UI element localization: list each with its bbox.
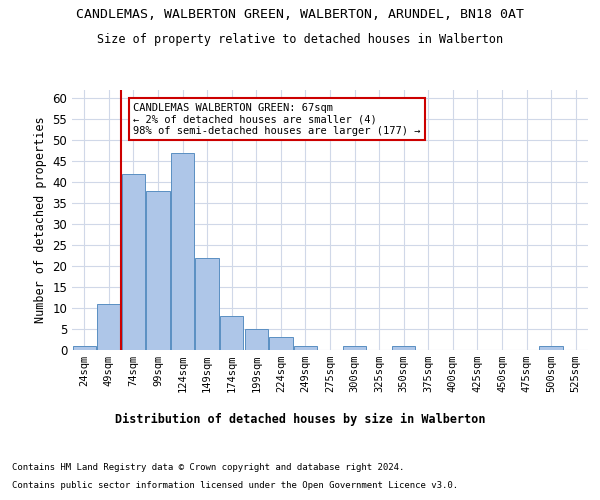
Bar xyxy=(343,346,366,350)
Bar xyxy=(171,153,194,350)
Bar xyxy=(245,329,268,350)
Bar xyxy=(539,346,563,350)
Bar xyxy=(122,174,145,350)
Bar xyxy=(220,316,244,350)
Bar xyxy=(73,346,96,350)
Text: Size of property relative to detached houses in Walberton: Size of property relative to detached ho… xyxy=(97,32,503,46)
Bar xyxy=(392,346,415,350)
Bar xyxy=(196,258,219,350)
Bar xyxy=(97,304,121,350)
Text: Contains HM Land Registry data © Crown copyright and database right 2024.: Contains HM Land Registry data © Crown c… xyxy=(12,462,404,471)
Y-axis label: Number of detached properties: Number of detached properties xyxy=(34,116,47,324)
Bar xyxy=(269,338,293,350)
Text: CANDLEMAS WALBERTON GREEN: 67sqm
← 2% of detached houses are smaller (4)
98% of : CANDLEMAS WALBERTON GREEN: 67sqm ← 2% of… xyxy=(133,102,421,136)
Text: Distribution of detached houses by size in Walberton: Distribution of detached houses by size … xyxy=(115,412,485,426)
Text: Contains public sector information licensed under the Open Government Licence v3: Contains public sector information licen… xyxy=(12,481,458,490)
Bar xyxy=(146,190,170,350)
Bar xyxy=(294,346,317,350)
Text: CANDLEMAS, WALBERTON GREEN, WALBERTON, ARUNDEL, BN18 0AT: CANDLEMAS, WALBERTON GREEN, WALBERTON, A… xyxy=(76,8,524,20)
